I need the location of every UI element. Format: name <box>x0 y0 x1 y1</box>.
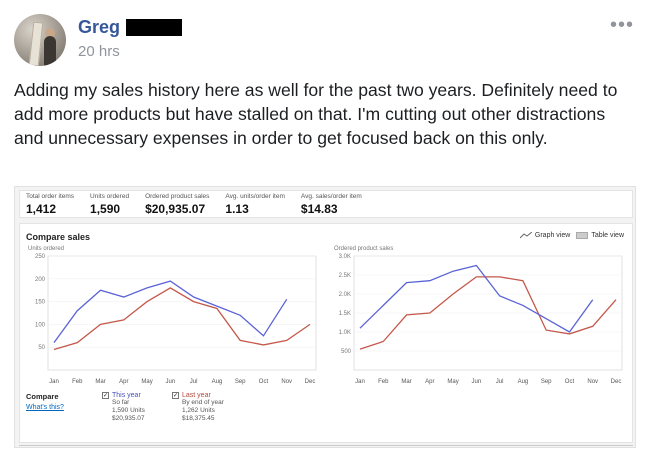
legend-sub: By end of year <box>182 399 224 406</box>
x-tick-label: Dec <box>305 379 316 385</box>
x-tick-label: Jun <box>166 379 176 385</box>
y-tick-label: 150 <box>35 300 46 306</box>
x-tick-label: Feb <box>378 379 389 385</box>
metric-label: Avg. units/order item <box>225 193 285 200</box>
compare-label: Compare <box>26 392 59 401</box>
metric-value: 1,412 <box>26 202 57 216</box>
redacted-surname <box>126 19 183 36</box>
y-tick-label: 3.0K <box>339 254 351 260</box>
units-ordered-chart: Units ordered 250 200 150 100 50 Jan Feb Mar Apr… <box>24 246 324 385</box>
x-tick-label: Aug <box>212 379 223 385</box>
metric-label: Ordered product sales <box>145 193 210 200</box>
post-timestamp[interactable]: 20 hrs <box>78 43 120 60</box>
x-tick-label: Jan <box>355 379 365 385</box>
plot-area <box>47 255 317 371</box>
legend-name: This year <box>112 392 141 399</box>
whats-this-link[interactable]: What's this? <box>26 404 64 411</box>
metric-units-ordered: Units ordered 1,590 <box>90 191 129 217</box>
x-tick-label: Apr <box>119 379 128 385</box>
x-tick-label: Aug <box>518 379 529 385</box>
sales-chart-svg: 3.0K 2.5K 2.0K 1.5K 1.0K 500 Jan Feb Mar Apr May Ju… <box>339 254 623 385</box>
table-icon <box>576 232 589 239</box>
y-tick-label: 500 <box>341 349 352 355</box>
y-tick-label: 2.5K <box>339 273 351 279</box>
x-tick-label: Mar <box>95 379 105 385</box>
metrics-bar: Total order items 1,412 Units ordered 1,… <box>19 190 633 218</box>
cropped-next-section <box>19 445 633 449</box>
legend-units: 1,590 Units <box>112 407 145 414</box>
y-tick-label: 50 <box>38 345 45 351</box>
metric-ordered-product-sales: Ordered product sales $20,935.07 <box>145 191 209 217</box>
y-tick-label: 100 <box>35 322 46 328</box>
x-tick-label: Apr <box>425 379 434 385</box>
x-tick-label: May <box>447 379 458 385</box>
compare-sales-panel: Compare sales Graph view Table view Unit… <box>19 223 633 443</box>
series-line-this-year <box>53 280 288 344</box>
y-tick-label: 250 <box>35 254 46 260</box>
product-sales-chart: Ordered product sales 3.0K 2.5K 2.0K 1.5K 1.… <box>330 246 630 385</box>
legend-sub: So far <box>112 399 130 406</box>
x-tick-label: Jul <box>190 379 198 385</box>
x-tick-label: Jun <box>472 379 482 385</box>
y-tick-label: 200 <box>35 277 46 283</box>
legend-sales: $18,375.45 <box>182 415 215 422</box>
series-line-last-year <box>53 287 311 351</box>
compare-block: Compare What's this? <box>26 392 64 411</box>
y-tick-label: 1.5K <box>339 311 351 317</box>
author-name[interactable]: Greg <box>78 17 121 37</box>
view-toggle: Graph view Table view <box>519 232 624 239</box>
avatar[interactable] <box>14 14 66 66</box>
x-tick-label: Dec <box>611 379 622 385</box>
legend-name: Last year <box>182 392 211 399</box>
metric-value: $14.83 <box>300 202 338 216</box>
metric-avg-units: Avg. units/order item 1.13 <box>225 191 285 217</box>
x-tick-label: Jan <box>49 379 59 385</box>
panel-title: Compare sales <box>26 232 91 242</box>
series-line-last-year <box>359 276 617 350</box>
series-line-this-year <box>359 264 594 333</box>
leaning-tower-image <box>28 21 44 66</box>
metric-avg-sales: Avg. sales/order item $14.83 <box>301 191 362 217</box>
metric-value: 1,590 <box>90 202 121 216</box>
person-head-image <box>45 28 55 38</box>
metric-label: Units ordered <box>90 193 130 200</box>
legend-units: 1,262 Units <box>182 407 215 414</box>
this-year-checkbox[interactable]: ✓ <box>102 392 109 399</box>
chart-ylabel: Ordered product sales <box>334 246 394 252</box>
more-options-icon[interactable]: ••• <box>609 14 634 36</box>
x-tick-label: Mar <box>401 379 411 385</box>
graph-view-button[interactable]: Graph view <box>519 232 571 239</box>
x-tick-label: Jul <box>496 379 504 385</box>
author-row: Greg <box>78 17 183 38</box>
last-year-checkbox[interactable]: ✓ <box>172 392 179 399</box>
chart-ylabel: Units ordered <box>28 246 65 252</box>
sales-screenshot[interactable]: Total order items 1,412 Units ordered 1,… <box>14 186 636 448</box>
metric-total-order-items: Total order items 1,412 <box>26 191 74 217</box>
legend-last-year[interactable]: ✓ Last year By end of year 1,262 Units $… <box>172 392 224 423</box>
x-tick-label: May <box>141 379 152 385</box>
units-chart-svg: 250 200 150 100 50 Jan Feb Mar Apr May Jun Jul Aug Se… <box>35 254 317 385</box>
metric-label: Avg. sales/order item <box>300 193 362 200</box>
y-tick-label: 2.0K <box>339 292 351 298</box>
metric-value: $20,935.07 <box>145 202 206 216</box>
y-tick-label: 1.0K <box>339 330 351 336</box>
x-tick-label: Nov <box>281 379 292 385</box>
x-tick-label: Nov <box>587 379 598 385</box>
x-tick-label: Sep <box>541 379 552 385</box>
legend-sales: $20,935.07 <box>112 415 145 422</box>
table-view-label: Table view <box>591 232 624 239</box>
x-tick-label: Oct <box>259 379 269 385</box>
legend-this-year[interactable]: ✓ This year So far 1,590 Units $20,935.0… <box>102 392 145 423</box>
post-text: Adding my sales history here as well for… <box>14 80 618 148</box>
graph-icon <box>519 232 532 239</box>
x-tick-label: Oct <box>565 379 575 385</box>
x-tick-label: Feb <box>72 379 83 385</box>
metric-label: Total order items <box>26 193 75 200</box>
metric-value: 1.13 <box>225 202 249 216</box>
person-image <box>44 36 56 66</box>
table-view-button[interactable]: Table view <box>576 232 624 239</box>
graph-view-label: Graph view <box>534 232 571 239</box>
x-tick-label: Sep <box>235 379 246 385</box>
